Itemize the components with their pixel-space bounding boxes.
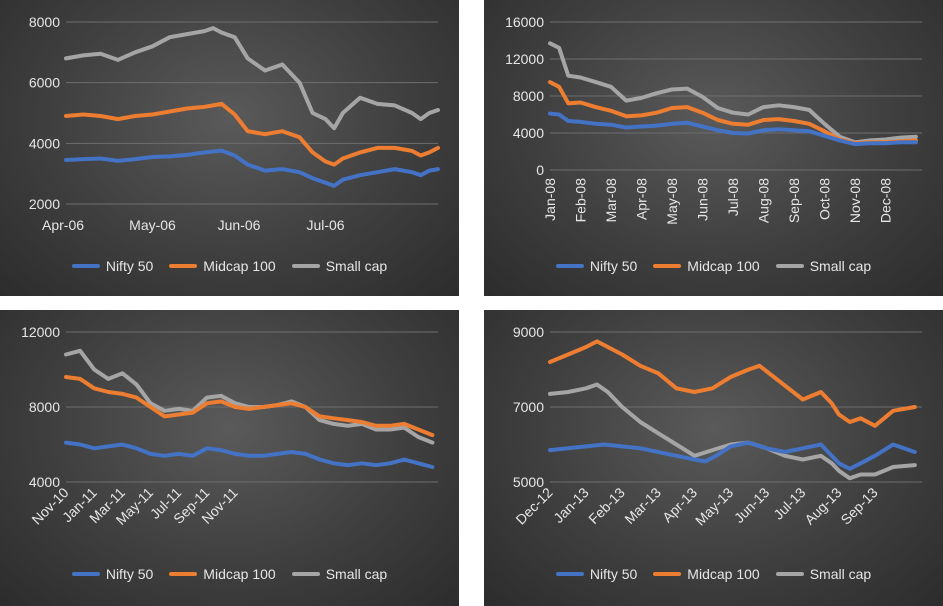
y-tick-label: 9000 bbox=[513, 324, 544, 340]
x-tick-label: Sep-13 bbox=[837, 484, 880, 527]
legend-swatch bbox=[653, 264, 682, 268]
series-line-nifty-50 bbox=[64, 148, 440, 188]
series-line-small-cap bbox=[64, 348, 435, 445]
chart-plot-2: 0 4000 8000 12000 16000 Jan-08 Feb-08 Mar-08 Apr… bbox=[505, 14, 922, 225]
legend-item: Midcap 100 bbox=[169, 258, 276, 274]
x-tick-label: May-08 bbox=[664, 178, 680, 225]
y-tick-label: 7000 bbox=[513, 399, 544, 415]
legend-item: Small cap bbox=[291, 258, 388, 274]
series-line-midcap-100 bbox=[64, 375, 435, 438]
legend-label: Nifty 50 bbox=[589, 566, 638, 582]
legend-swatch bbox=[169, 572, 198, 576]
y-tick-label: 8000 bbox=[513, 88, 544, 104]
chart-panel-4: 5000 7000 9000 Dec-12 Jan-13 Feb-13 Mar-13 Apr-… bbox=[484, 310, 943, 606]
legend-item: Nifty 50 bbox=[555, 566, 638, 582]
chart-plot-1: 2000 4000 6000 8000 Apr-06 May-06 Jun-06 Jul-06 bbox=[29, 14, 440, 233]
x-tick-label: Jun-08 bbox=[694, 178, 710, 221]
x-tick-label: May-13 bbox=[692, 484, 736, 528]
x-tick-label: Jun-06 bbox=[218, 217, 261, 233]
x-tick-label: Oct-08 bbox=[816, 178, 832, 220]
legend-label: Small cap bbox=[809, 566, 872, 582]
y-tick-label: 6000 bbox=[29, 75, 60, 91]
legend-label: Nifty 50 bbox=[105, 258, 154, 274]
y-tick-label: 12000 bbox=[505, 51, 544, 67]
legend-label: Small cap bbox=[325, 566, 388, 582]
chart-legend-1: Nifty 50 Midcap 100 Small cap bbox=[0, 258, 459, 274]
x-tick-label: Apr-08 bbox=[633, 178, 649, 220]
x-tick-label: Jul-06 bbox=[306, 217, 344, 233]
legend-item: Nifty 50 bbox=[71, 258, 154, 274]
legend-label: Midcap 100 bbox=[203, 258, 276, 274]
x-tick-label: Jan-13 bbox=[550, 484, 592, 526]
legend-label: Small cap bbox=[809, 258, 872, 274]
x-tick-label: Feb-08 bbox=[572, 178, 588, 223]
x-tick-label: Dec-08 bbox=[877, 178, 893, 223]
legend-swatch bbox=[291, 264, 320, 268]
chart-panel-3: 4000 8000 12000 Nov-10 Jan-11 Mar-11 May-11 Jul… bbox=[0, 310, 459, 606]
x-tick-label: Jun-13 bbox=[731, 484, 773, 526]
series-line-nifty-50 bbox=[548, 111, 918, 147]
x-tick-label: Nov-08 bbox=[847, 178, 863, 223]
y-tick-label: 8000 bbox=[29, 399, 60, 415]
x-tick-label: Mar-13 bbox=[621, 484, 664, 527]
series-line-small-cap bbox=[64, 26, 440, 131]
chart-legend-2: Nifty 50 Midcap 100 Small cap bbox=[484, 258, 943, 274]
x-tick-label: Dec-12 bbox=[512, 484, 555, 527]
x-tick-label: Sep-08 bbox=[786, 178, 802, 223]
legend-label: Nifty 50 bbox=[589, 258, 638, 274]
series-line-nifty-50 bbox=[64, 440, 435, 469]
legend-label: Nifty 50 bbox=[105, 566, 154, 582]
legend-item: Midcap 100 bbox=[653, 258, 760, 274]
legend-label: Midcap 100 bbox=[687, 258, 760, 274]
series-line-midcap-100 bbox=[548, 339, 917, 428]
legend-swatch bbox=[291, 572, 320, 576]
legend-item: Midcap 100 bbox=[653, 566, 760, 582]
series-line-small-cap bbox=[548, 41, 918, 145]
y-tick-label: 12000 bbox=[21, 324, 60, 340]
x-tick-label: Feb-13 bbox=[585, 484, 628, 527]
legend-swatch bbox=[169, 264, 198, 268]
y-tick-label: 4000 bbox=[29, 474, 60, 490]
legend-item: Small cap bbox=[291, 566, 388, 582]
x-tick-label: Jan-08 bbox=[542, 178, 558, 221]
legend-swatch bbox=[775, 264, 804, 268]
legend-item: Nifty 50 bbox=[555, 258, 638, 274]
x-tick-label: May-06 bbox=[129, 217, 176, 233]
y-tick-label: 4000 bbox=[513, 125, 544, 141]
legend-label: Small cap bbox=[325, 258, 388, 274]
y-tick-label: 0 bbox=[536, 162, 544, 178]
legend-swatch bbox=[71, 264, 100, 268]
legend-swatch bbox=[71, 572, 100, 576]
legend-item: Small cap bbox=[775, 566, 872, 582]
chart-panel-1: 2000 4000 6000 8000 Apr-06 May-06 Jun-06 Jul-06… bbox=[0, 0, 459, 296]
chart-legend-4: Nifty 50 Midcap 100 Small cap bbox=[484, 566, 943, 582]
series-line-midcap-100 bbox=[64, 101, 440, 167]
x-tick-label: Aug-13 bbox=[801, 484, 844, 527]
x-tick-label: Aug-08 bbox=[755, 178, 771, 223]
chart-panel-2: 0 4000 8000 12000 16000 Jan-08 Feb-08 Mar-08 Apr… bbox=[484, 0, 943, 296]
y-tick-label: 2000 bbox=[29, 196, 60, 212]
chart-plot-4: 500070009000Dec-12Jan-13Feb-13Mar-13Apr-… bbox=[512, 324, 922, 529]
legend-swatch bbox=[653, 572, 682, 576]
legend-label: Midcap 100 bbox=[687, 566, 760, 582]
legend-item: Small cap bbox=[775, 258, 872, 274]
x-tick-label: Apr-06 bbox=[42, 217, 84, 233]
legend-swatch bbox=[555, 572, 584, 576]
chart-plot-3: 4000800012000Nov-10Jan-11Mar-11May-11Jul… bbox=[21, 324, 438, 528]
series-line-nifty-50 bbox=[548, 440, 917, 471]
y-tick-label: 5000 bbox=[513, 474, 544, 490]
legend-item: Nifty 50 bbox=[71, 566, 154, 582]
legend-label: Midcap 100 bbox=[203, 566, 276, 582]
y-tick-label: 16000 bbox=[505, 14, 544, 30]
legend-item: Midcap 100 bbox=[169, 566, 276, 582]
x-tick-label: Jul-08 bbox=[725, 178, 741, 216]
chart-legend-3: Nifty 50 Midcap 100 Small cap bbox=[0, 566, 459, 582]
y-tick-label: 8000 bbox=[29, 14, 60, 30]
legend-swatch bbox=[775, 572, 804, 576]
x-tick-label: Mar-08 bbox=[603, 178, 619, 223]
y-tick-label: 4000 bbox=[29, 135, 60, 151]
legend-swatch bbox=[555, 264, 584, 268]
